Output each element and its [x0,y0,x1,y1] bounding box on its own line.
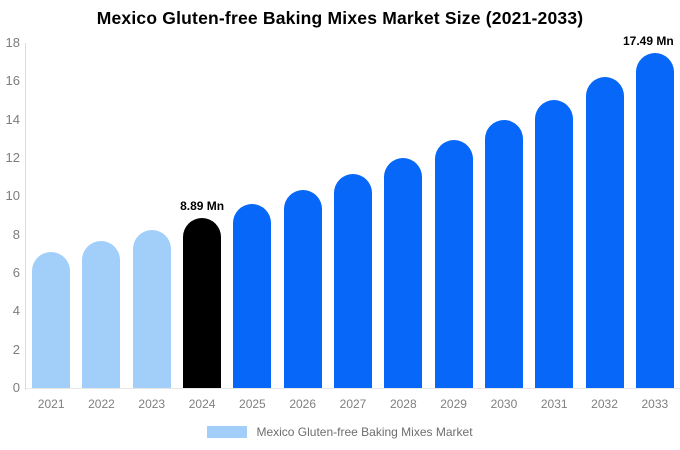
y-tick-label: 16 [5,73,20,89]
y-tick-label: 12 [5,150,20,165]
x-axis-label: 2033 [641,397,669,411]
chart-title: Mexico Gluten-free Baking Mixes Market S… [96,8,584,28]
bar-2026[interactable] [283,190,322,388]
x-axis-label: 2021 [37,397,65,411]
y-tick-label: 6 [12,265,20,280]
x-axis-label: 2027 [339,397,367,411]
bar-2024[interactable] [183,217,222,388]
bar-2027[interactable] [334,174,372,388]
y-tick-label: 8 [12,226,20,242]
bar-2023[interactable] [132,229,171,388]
bar-2032[interactable] [585,76,624,388]
bar-2022[interactable] [82,241,121,388]
y-tick-label: 18 [5,35,20,50]
x-axis: 2021 2022 2023 2024 2025 2026 2027 2028 2029 2030… [0,397,680,413]
y-axis-line [25,43,26,390]
x-axis-label: 2026 [289,397,317,411]
bar-2029[interactable] [434,139,473,388]
bar-2028[interactable] [384,157,423,388]
x-axis-label: 2030 [490,397,518,411]
plot-area [26,43,680,389]
legend-swatch [207,426,248,438]
x-axis-label: 2028 [389,397,417,411]
x-axis-label: 2023 [138,397,166,411]
x-axis-label: 2024 [188,397,216,411]
y-tick-label: 14 [5,111,20,127]
y-tick-label: 4 [12,303,20,319]
legend-item[interactable]: Mexico Gluten-free Baking Mixes Market [207,425,473,439]
x-axis-label: 2022 [88,397,115,411]
x-axis-label: 2032 [591,397,618,411]
bar-2031[interactable] [535,99,574,388]
bar-2030[interactable] [484,120,523,388]
bar-2033[interactable] [635,52,674,388]
bar-2021[interactable] [32,251,71,388]
x-axis-label: 2025 [239,397,266,411]
legend: Mexico Gluten-free Baking Mixes Market [0,423,680,441]
y-tick-label: 0 [12,380,20,395]
y-tick-label: 10 [5,188,20,204]
legend-label: Mexico Gluten-free Baking Mixes Market [256,425,473,439]
y-axis: 0 2 4 6 8 10 12 14 16 18 [0,0,20,450]
x-axis-label: 2029 [440,397,467,411]
x-axis-label: 2031 [540,397,568,411]
bar-2025[interactable] [233,204,272,388]
y-tick-label: 2 [12,341,20,357]
